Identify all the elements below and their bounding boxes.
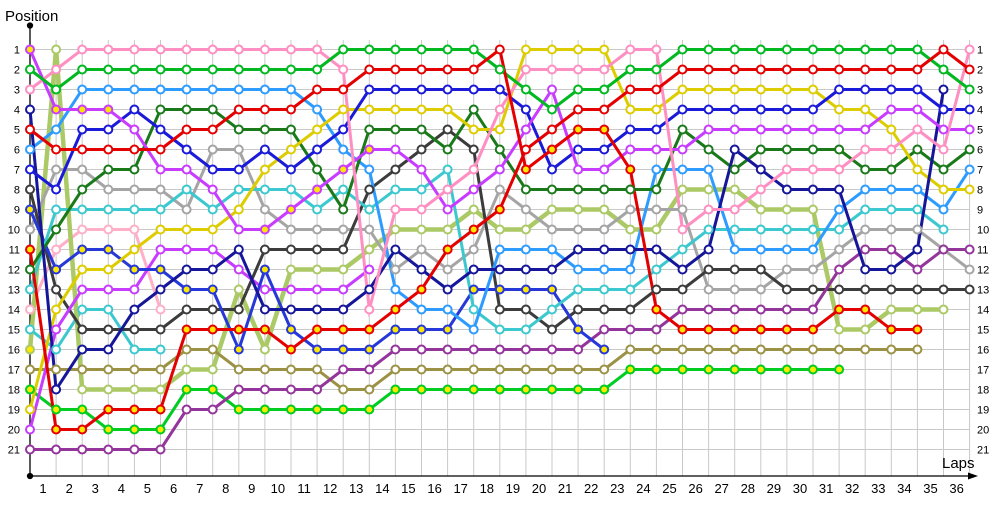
svg-text:14: 14 xyxy=(977,305,989,317)
svg-text:2: 2 xyxy=(66,481,73,496)
svg-text:6: 6 xyxy=(14,145,20,157)
svg-text:12: 12 xyxy=(977,265,989,277)
svg-text:3: 3 xyxy=(92,481,99,496)
svg-text:20: 20 xyxy=(532,481,546,496)
svg-text:3: 3 xyxy=(14,85,20,97)
svg-text:33: 33 xyxy=(871,481,885,496)
svg-text:Laps: Laps xyxy=(942,455,975,472)
svg-text:7: 7 xyxy=(14,165,20,177)
svg-text:15: 15 xyxy=(8,325,20,337)
svg-text:30: 30 xyxy=(793,481,807,496)
svg-text:11: 11 xyxy=(297,481,311,496)
svg-text:10: 10 xyxy=(977,225,989,237)
svg-text:9: 9 xyxy=(248,481,255,496)
svg-text:5: 5 xyxy=(14,125,20,137)
svg-text:7: 7 xyxy=(977,165,983,177)
svg-text:4: 4 xyxy=(977,105,983,117)
svg-text:19: 19 xyxy=(506,481,520,496)
svg-text:16: 16 xyxy=(977,345,989,357)
svg-text:15: 15 xyxy=(977,325,989,337)
svg-text:32: 32 xyxy=(845,481,859,496)
svg-text:13: 13 xyxy=(349,481,363,496)
svg-text:29: 29 xyxy=(767,481,781,496)
svg-text:2: 2 xyxy=(14,65,20,77)
svg-text:31: 31 xyxy=(819,481,833,496)
svg-text:34: 34 xyxy=(897,481,911,496)
svg-text:26: 26 xyxy=(688,481,702,496)
svg-text:13: 13 xyxy=(8,285,20,297)
svg-text:28: 28 xyxy=(741,481,755,496)
svg-text:12: 12 xyxy=(8,265,20,277)
svg-text:35: 35 xyxy=(923,481,937,496)
svg-text:8: 8 xyxy=(977,185,983,197)
svg-text:22: 22 xyxy=(584,481,598,496)
svg-text:18: 18 xyxy=(8,385,20,397)
svg-text:5: 5 xyxy=(144,481,151,496)
svg-text:21: 21 xyxy=(8,445,20,457)
svg-text:4: 4 xyxy=(14,105,20,117)
svg-text:1: 1 xyxy=(977,45,983,57)
svg-text:6: 6 xyxy=(977,145,983,157)
svg-text:24: 24 xyxy=(636,481,650,496)
svg-text:3: 3 xyxy=(977,85,983,97)
svg-text:25: 25 xyxy=(662,481,676,496)
svg-text:21: 21 xyxy=(558,481,572,496)
svg-text:36: 36 xyxy=(949,481,963,496)
svg-text:20: 20 xyxy=(977,425,989,437)
svg-text:7: 7 xyxy=(196,481,203,496)
svg-text:1: 1 xyxy=(39,481,46,496)
svg-text:10: 10 xyxy=(271,481,285,496)
svg-text:19: 19 xyxy=(977,405,989,417)
svg-text:9: 9 xyxy=(14,205,20,217)
svg-text:8: 8 xyxy=(14,185,20,197)
svg-text:12: 12 xyxy=(323,481,337,496)
svg-text:23: 23 xyxy=(610,481,624,496)
svg-text:16: 16 xyxy=(427,481,441,496)
svg-text:27: 27 xyxy=(714,481,728,496)
svg-text:21: 21 xyxy=(977,445,989,457)
svg-text:16: 16 xyxy=(8,345,20,357)
svg-text:10: 10 xyxy=(8,225,20,237)
svg-text:6: 6 xyxy=(170,481,177,496)
svg-text:15: 15 xyxy=(401,481,415,496)
svg-text:17: 17 xyxy=(977,365,989,377)
svg-text:8: 8 xyxy=(222,481,229,496)
svg-text:17: 17 xyxy=(8,365,20,377)
svg-text:11: 11 xyxy=(977,245,988,257)
svg-text:19: 19 xyxy=(8,405,20,417)
svg-text:1: 1 xyxy=(14,45,20,57)
svg-text:5: 5 xyxy=(977,125,983,137)
svg-text:13: 13 xyxy=(977,285,989,297)
svg-text:Position: Position xyxy=(5,8,58,25)
svg-text:4: 4 xyxy=(118,481,125,496)
svg-text:2: 2 xyxy=(977,65,983,77)
svg-text:17: 17 xyxy=(453,481,467,496)
svg-text:18: 18 xyxy=(977,385,989,397)
svg-text:11: 11 xyxy=(9,245,20,257)
svg-text:20: 20 xyxy=(8,425,20,437)
svg-text:9: 9 xyxy=(977,205,983,217)
svg-text:14: 14 xyxy=(8,305,20,317)
svg-text:14: 14 xyxy=(375,481,389,496)
svg-text:18: 18 xyxy=(480,481,494,496)
